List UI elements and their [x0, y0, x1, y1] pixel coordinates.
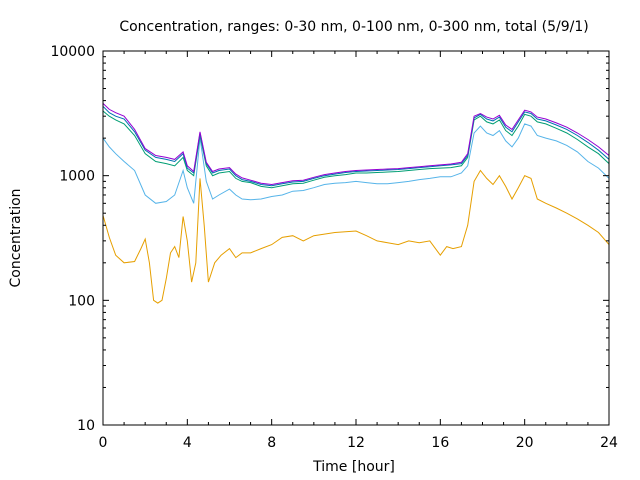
y-axis-label: Concentration: [8, 188, 24, 287]
y-tick-label: 1000: [59, 169, 95, 185]
x-tick-label: 24: [600, 435, 618, 451]
y-axis: 10 100 1000 10000: [50, 44, 609, 434]
plot-lines: [102, 103, 610, 304]
x-tick-label: 12: [347, 435, 365, 451]
x-tick-label: 4: [183, 435, 192, 451]
series-line-4: [102, 103, 610, 186]
series-line-2: [102, 110, 610, 189]
series-line-0: [102, 169, 610, 304]
y-tick-label: 10: [77, 418, 95, 434]
series-line-3: [102, 105, 610, 187]
y-tick-label: 10000: [50, 44, 95, 60]
x-axis: 0 4 8 12 16 20 24: [99, 51, 618, 451]
x-axis-label: Time [hour]: [312, 459, 395, 475]
chart-title: Concentration, ranges: 0-30 nm, 0-100 nm…: [119, 19, 588, 35]
plot-frame: [102, 50, 610, 426]
x-tick-label: 0: [99, 435, 108, 451]
y-tick-label: 100: [68, 293, 95, 309]
series-line-1: [102, 123, 610, 204]
x-tick-label: 20: [516, 435, 534, 451]
x-tick-label: 8: [267, 435, 276, 451]
x-tick-label: 16: [431, 435, 449, 451]
